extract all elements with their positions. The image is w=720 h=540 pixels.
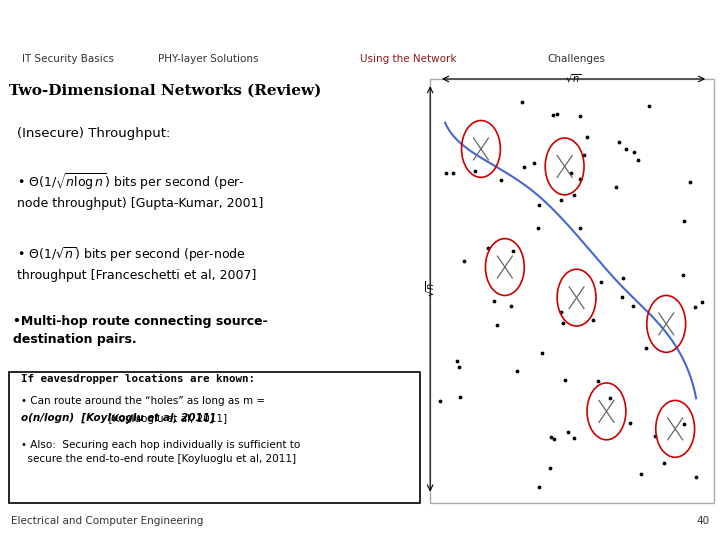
Point <box>678 420 690 429</box>
Point <box>548 435 559 443</box>
Point <box>690 472 702 481</box>
Text: •Multi-hop route connecting source-
destination pairs.: •Multi-hop route connecting source- dest… <box>13 315 268 346</box>
Text: $\sqrt{n}$: $\sqrt{n}$ <box>565 72 582 85</box>
Point <box>588 315 599 324</box>
Point <box>534 200 545 209</box>
Text: • $\Theta(1/\sqrt{n})$ bits per second (per-node
throughput [Franceschetti et al: • $\Theta(1/\sqrt{n})$ bits per second (… <box>17 245 256 282</box>
Text: PHY-layer Solutions: PHY-layer Solutions <box>158 53 259 64</box>
Point <box>536 349 547 357</box>
Point <box>640 343 652 352</box>
Point <box>433 396 445 405</box>
Point <box>575 174 586 183</box>
Point <box>610 183 621 192</box>
Point <box>495 176 507 185</box>
Point <box>659 458 670 467</box>
Point <box>562 427 573 436</box>
Point <box>568 434 580 442</box>
Point <box>448 168 459 177</box>
Point <box>593 376 604 385</box>
Text: • Also:  Securing each hop individually is sufficient to
  secure the end-to-end: • Also: Securing each hop individually i… <box>22 440 301 464</box>
Point <box>453 363 464 372</box>
Text: If eavesdropper locations are known:: If eavesdropper locations are known: <box>22 374 256 384</box>
Text: o(n/logn)  [Koyluoglu et al, 2011]: o(n/logn) [Koyluoglu et al, 2011] <box>22 412 215 422</box>
Point <box>678 217 689 226</box>
Point <box>643 102 654 110</box>
Point <box>505 301 517 310</box>
Point <box>689 302 701 311</box>
Text: [Koyluoglu et al, 2011]: [Koyluoglu et al, 2011] <box>24 414 227 423</box>
Point <box>633 156 644 165</box>
Point <box>617 274 629 282</box>
Point <box>595 278 606 287</box>
Text: Two-Dimensional Networks (Review): Two-Dimensional Networks (Review) <box>9 83 321 97</box>
Point <box>616 292 628 301</box>
Point <box>440 169 451 178</box>
Point <box>559 376 571 384</box>
Point <box>574 112 585 120</box>
Point <box>555 196 567 205</box>
Text: Electrical and Computer Engineering: Electrical and Computer Engineering <box>11 516 203 525</box>
Point <box>635 470 647 478</box>
Text: • $\Theta(1/\sqrt{n \log n})$ bits per second (per-
node throughput) [Gupta-Kuma: • $\Theta(1/\sqrt{n \log n})$ bits per s… <box>17 171 264 210</box>
Point <box>533 483 544 491</box>
Point <box>488 296 500 305</box>
Point <box>555 307 567 316</box>
Point <box>604 394 616 403</box>
Text: UMass Amherst: UMass Amherst <box>11 11 196 31</box>
Point <box>511 366 523 375</box>
Point <box>568 191 580 199</box>
Point <box>684 177 696 186</box>
Text: $\sqrt{n}$: $\sqrt{n}$ <box>424 280 437 298</box>
Point <box>574 224 585 232</box>
Point <box>557 319 568 327</box>
Point <box>628 148 639 157</box>
Text: (Insecure) Throughput:: (Insecure) Throughput: <box>17 127 171 140</box>
Point <box>528 159 540 167</box>
Point <box>518 162 529 171</box>
Point <box>516 98 528 106</box>
Point <box>451 356 463 365</box>
Point <box>508 247 519 255</box>
FancyBboxPatch shape <box>430 79 714 503</box>
Point <box>547 111 559 119</box>
Text: 40: 40 <box>696 516 709 525</box>
Text: IT Security Basics: IT Security Basics <box>22 53 114 64</box>
Point <box>649 431 661 440</box>
Point <box>532 224 544 232</box>
Point <box>624 418 636 427</box>
Point <box>454 392 465 401</box>
Text: • Can route around the “holes” as long as m =: • Can route around the “holes” as long a… <box>22 396 266 406</box>
Point <box>621 145 632 153</box>
Point <box>627 301 639 310</box>
Point <box>696 298 708 306</box>
Point <box>565 168 577 177</box>
Point <box>677 271 688 279</box>
Point <box>613 137 625 146</box>
Point <box>491 321 503 329</box>
FancyBboxPatch shape <box>9 372 420 503</box>
Point <box>482 244 493 253</box>
Point <box>545 433 557 442</box>
Text: Challenges: Challenges <box>547 53 605 64</box>
Point <box>578 151 590 159</box>
Point <box>544 464 556 472</box>
Point <box>469 167 481 176</box>
Text: Using the Network: Using the Network <box>360 53 456 64</box>
Point <box>581 133 593 141</box>
Point <box>458 257 469 266</box>
Point <box>552 110 563 118</box>
